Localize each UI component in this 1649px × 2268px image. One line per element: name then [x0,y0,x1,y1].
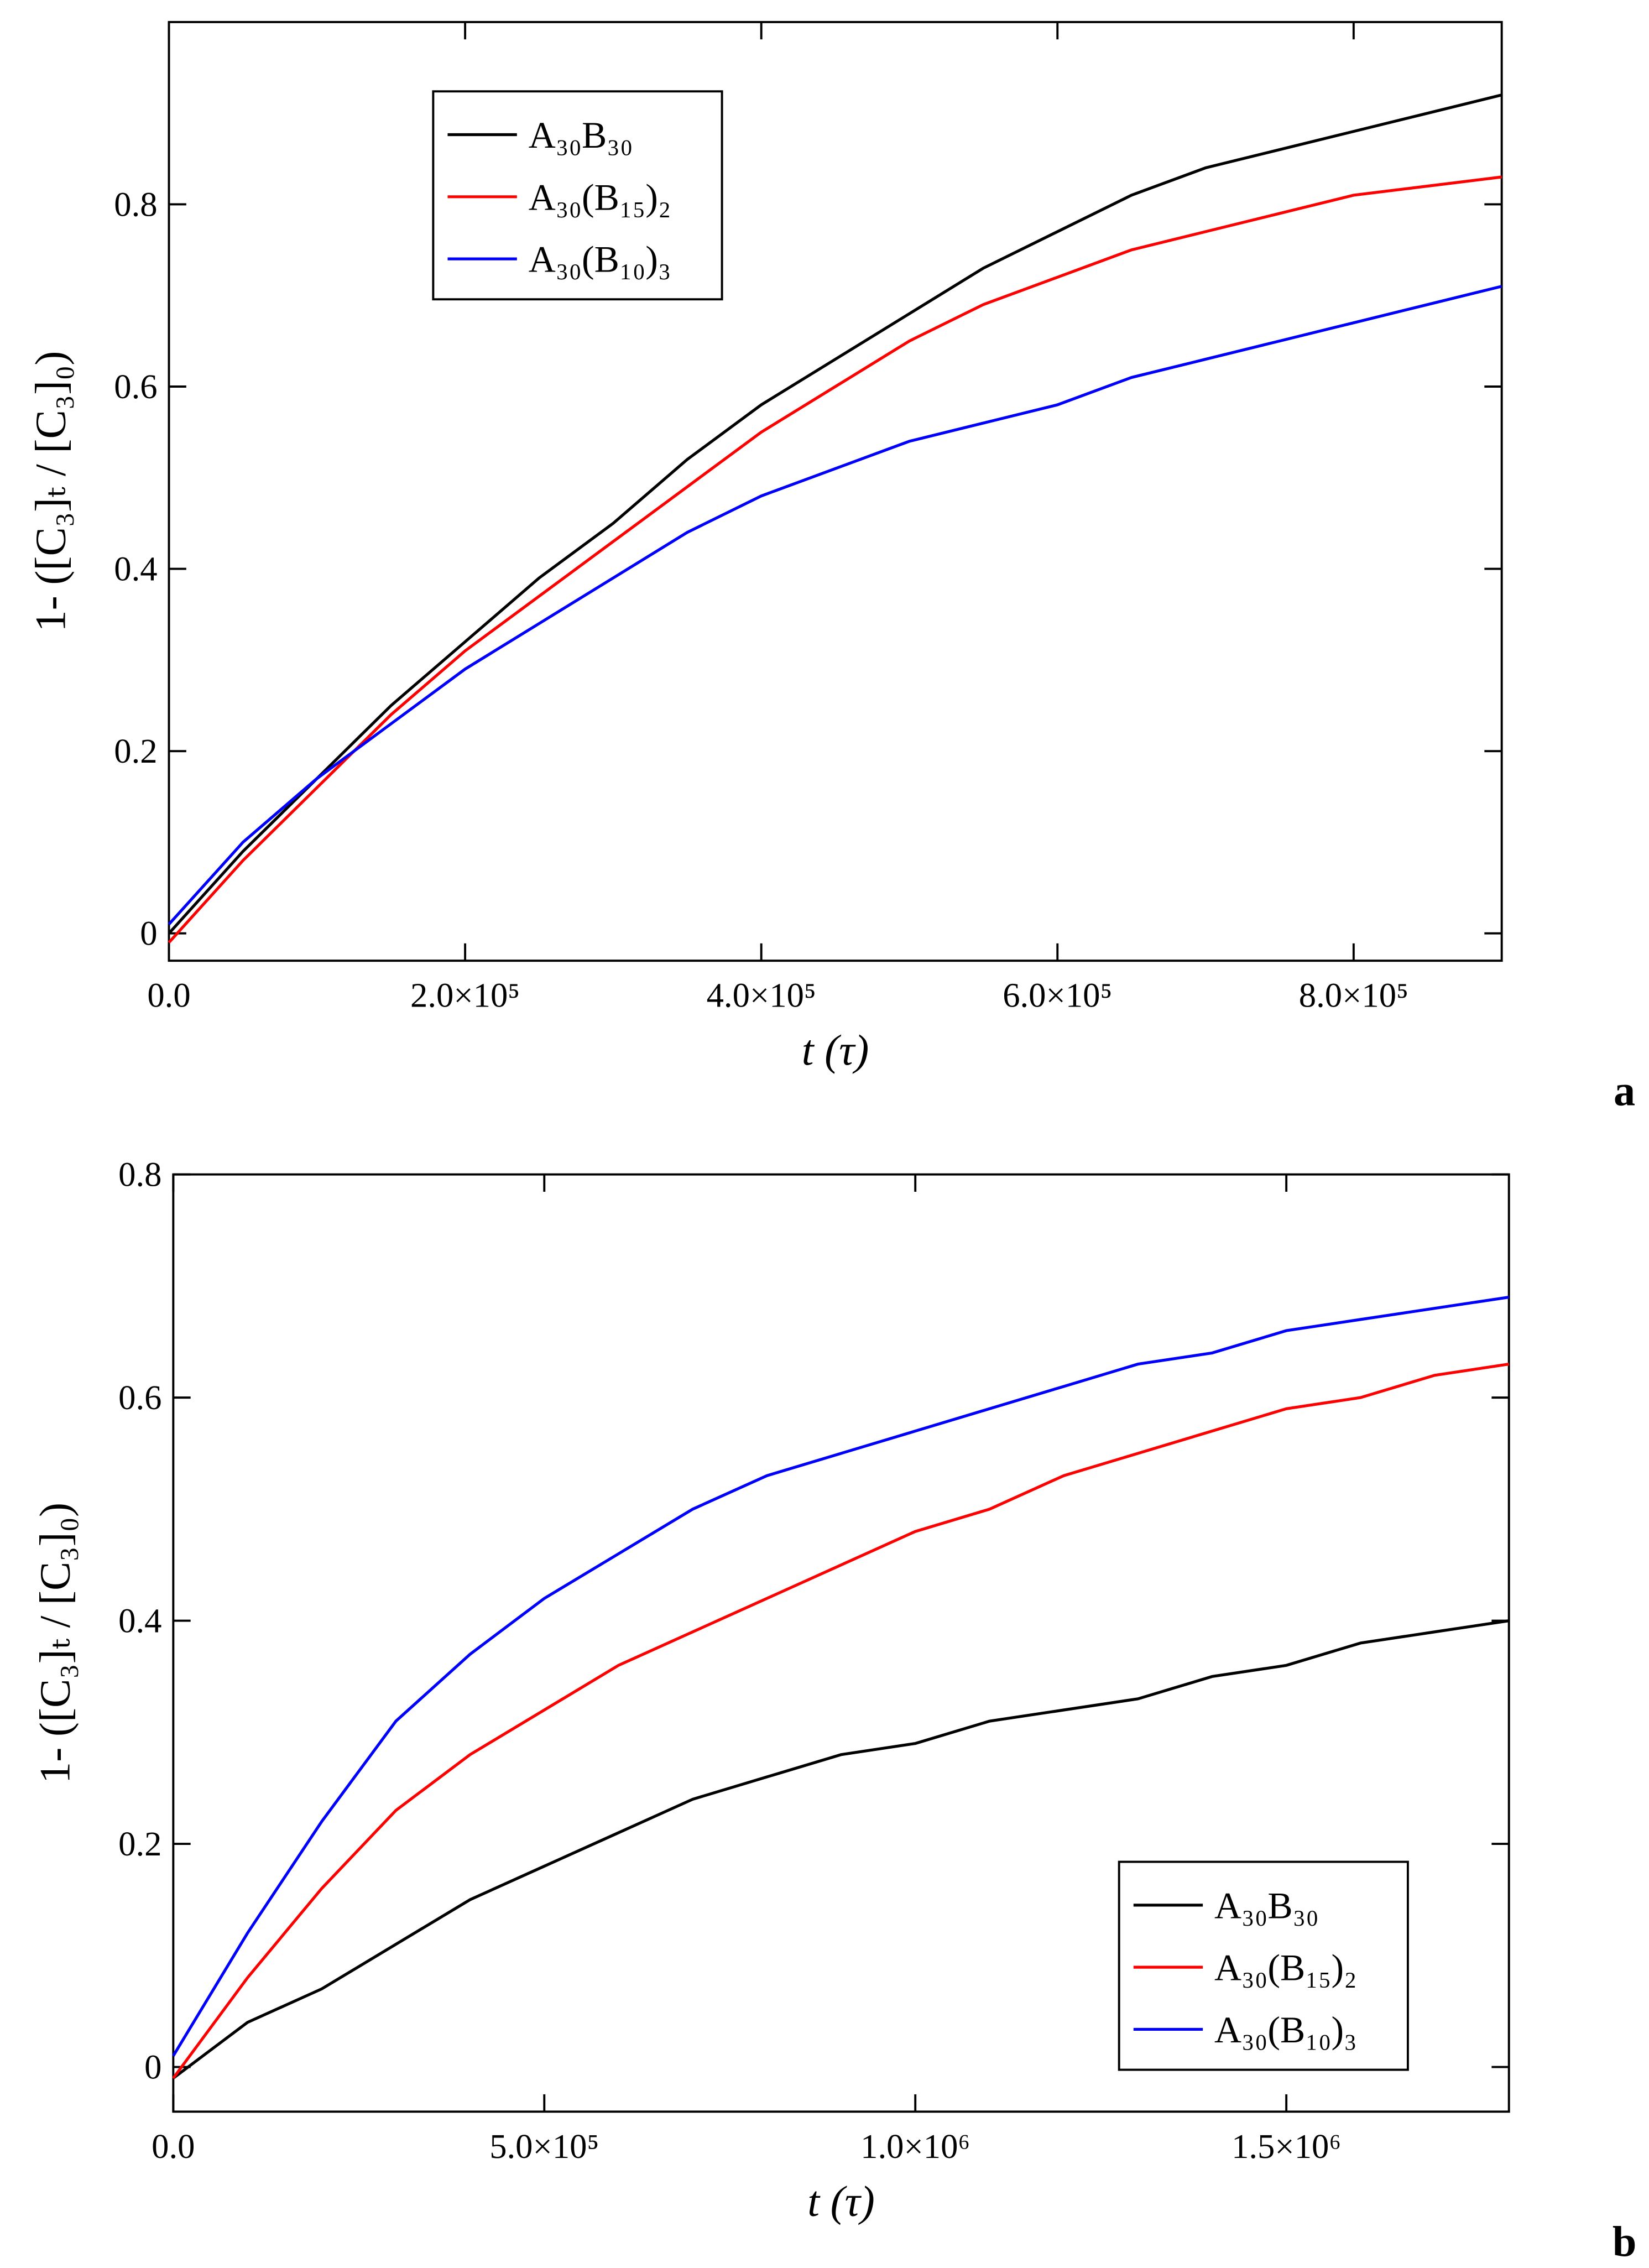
y-tick-label: 0 [144,2047,161,2086]
panel-label: b [1613,2217,1637,2265]
x-tick-label: 1.0×10⁶ [860,2127,970,2166]
y-tick-label: 0.6 [114,367,157,406]
y-tick-label: 0.4 [118,1601,161,1640]
legend-label: A₃₀(B₁₀)₃ [529,239,671,280]
legend-label: A₃₀(B₁₅)₂ [1214,1947,1357,1989]
plot-frame [172,1173,1510,2113]
legend-label: A₃₀(B₁₅)₂ [529,176,671,218]
x-tick-label: 2.0×10⁵ [410,976,520,1015]
legend-label: A₃₀B₃₀ [529,114,633,156]
x-tick-label: 6.0×10⁵ [1003,976,1112,1015]
series-line [172,1295,1510,2057]
x-tick-label: 0.0 [152,2127,195,2166]
series-line [172,1363,1510,2079]
x-axis-label: t (τ) [802,1026,869,1074]
x-tick-label: 1.5×10⁶ [1231,2127,1341,2166]
series-line [168,285,1502,925]
x-tick-label: 4.0×10⁵ [707,976,816,1015]
panel-label: a [1614,1066,1635,1114]
series-line [172,1619,1510,2079]
series-line [168,175,1502,943]
x-tick-label: 0.0 [147,976,190,1015]
y-tick-label: 0 [140,914,157,953]
x-tick-label: 5.0×10⁵ [489,2127,599,2166]
y-tick-label: 0.8 [118,1155,161,1194]
y-tick-label: 0.2 [114,732,157,770]
series-line [168,93,1502,935]
y-tick-label: 0.4 [114,549,157,588]
x-axis-label: t (τ) [807,2177,875,2225]
y-axis-label: 1- ([C₃]ₜ / [C₃]₀) [27,351,75,632]
x-tick-label: 8.0×10⁵ [1299,976,1408,1015]
y-tick-label: 0.6 [118,1378,161,1417]
y-tick-label: 0.8 [114,185,157,223]
legend-label: A₃₀(B₁₀)₃ [1214,2009,1357,2051]
plot-frame [168,20,1503,962]
y-axis-label: 1- ([C₃]ₜ / [C₃]₀) [30,1503,79,1784]
y-tick-label: 0.2 [118,1824,161,1863]
legend-label: A₃₀B₃₀ [1214,1885,1319,1926]
